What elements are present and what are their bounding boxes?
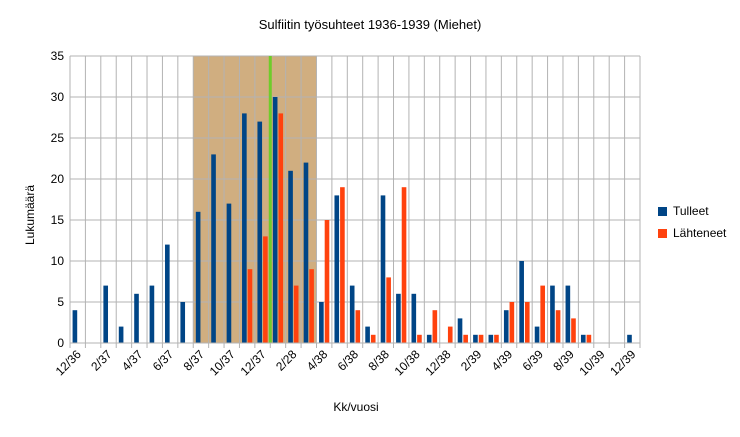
- bar-tulleet-6-38: [349, 285, 355, 343]
- y-axis-label: Lukumäärä: [23, 185, 37, 245]
- bar-lahteneet-1-39: [463, 334, 468, 343]
- legend-item-tulleet: Tulleet: [658, 200, 726, 222]
- bar-tulleet-4-38: [319, 302, 324, 343]
- x-tick-label: 12/37: [238, 347, 269, 378]
- x-axis-label: Kk/vuosi: [333, 400, 378, 414]
- bar-tulleet-5-38: [334, 195, 340, 343]
- x-tick-label: 4/39: [489, 347, 516, 374]
- bar-tulleet-9-39: [580, 334, 586, 343]
- x-tick-label: 2/39: [458, 347, 485, 374]
- x-tick-label: 2/28: [273, 347, 300, 374]
- bar-tulleet-2-38: [288, 170, 293, 343]
- bar-tulleet-3-38: [303, 162, 309, 343]
- y-tick-label: 15: [51, 213, 65, 227]
- bar-tulleet-10-37: [226, 203, 232, 343]
- y-tick-labels: 0 5 10 15 20 25 30 35: [51, 49, 65, 350]
- y-tick-label: 5: [57, 295, 64, 309]
- x-tick-label: 6/37: [150, 347, 177, 374]
- legend-swatch-tulleet: [658, 206, 667, 216]
- legend-label-lahteneet: Lähteneet: [673, 226, 727, 240]
- bar-lahteneet-9-39: [586, 334, 592, 343]
- x-tick-labels: 12/36 2/37 4/37 6/37 8/37 10/37 12/37 2/28 4/38 6…: [53, 347, 639, 378]
- y-tick-label: 35: [51, 49, 65, 63]
- bar-lahteneet-6-38: [355, 310, 361, 343]
- bar-lahteneet-10-38: [417, 334, 422, 343]
- bar-tulleet-12-39: [627, 334, 632, 343]
- x-tick-label: 6/39: [520, 347, 547, 374]
- bar-tulleet-5-37: [149, 285, 155, 343]
- bar-tulleet-8-39: [565, 285, 571, 343]
- bar-lahteneet-12-38: [447, 326, 453, 343]
- bar-lahteneet-7-39: [555, 310, 561, 343]
- x-tick-label: 8/38: [366, 347, 393, 374]
- bar-lahteneet-2-39: [478, 334, 484, 343]
- bar-tulleet-3-39: [488, 334, 494, 343]
- bar-tulleet-7-39: [550, 285, 555, 343]
- bar-tulleet-7-38: [365, 326, 370, 343]
- bar-lahteneet-3-39: [494, 334, 499, 343]
- bar-lahteneet-1-38: [278, 113, 284, 344]
- bar-lahteneet-11-37: [247, 269, 253, 343]
- x-tick-label: 2/37: [88, 347, 115, 374]
- bar-lahteneet-8-39: [571, 318, 576, 343]
- bar-tulleet-1-38: [272, 97, 278, 343]
- bar-tulleet-11-37: [242, 113, 247, 344]
- bar-tulleet-11-38: [426, 334, 432, 343]
- bar-lahteneet-3-38: [309, 269, 314, 343]
- bar-lahteneet-5-38: [340, 187, 345, 343]
- x-tick-label: 8/39: [550, 347, 577, 374]
- legend-label-tulleet: Tulleet: [673, 204, 709, 218]
- bar-tulleet-8-38: [380, 195, 386, 343]
- bar-tulleet-6-39: [534, 326, 540, 343]
- bar-lahteneet-4-39: [509, 302, 515, 343]
- x-tick-label: 12/39: [607, 347, 638, 378]
- bar-lahteneet-8-38: [386, 277, 391, 343]
- bar-tulleet-2-37: [103, 285, 109, 343]
- bar-tulleet-4-39: [503, 310, 509, 343]
- x-tick-label: 6/38: [335, 347, 362, 374]
- x-tick-label: 10/39: [576, 347, 607, 378]
- x-tick-label: 10/37: [207, 347, 238, 378]
- bar-tulleet-2-39: [473, 334, 478, 343]
- bar-lahteneet-9-38: [401, 187, 407, 343]
- x-tick-label: 8/37: [181, 347, 208, 374]
- bar-tulleet-6-37: [165, 244, 170, 343]
- bar-tulleet-7-37: [180, 302, 186, 343]
- x-tick-label: 4/38: [304, 347, 331, 374]
- legend-item-lahteneet: Lähteneet: [658, 222, 726, 244]
- bars: [72, 97, 632, 344]
- bar-lahteneet-12-37: [263, 236, 268, 343]
- y-tick-label: 10: [51, 254, 65, 268]
- bar-lahteneet-11-38: [432, 310, 438, 343]
- x-tick-label: 12/36: [53, 347, 84, 378]
- bar-lahteneet-4-38: [324, 220, 330, 343]
- bar-tulleet-8-37: [195, 211, 201, 343]
- bar-tulleet-12-37: [257, 121, 263, 343]
- bar-tulleet-1-39: [457, 318, 463, 343]
- y-tick-label: 20: [51, 172, 65, 186]
- x-tick-label: 4/37: [119, 347, 146, 374]
- x-tick-label: 12/38: [422, 347, 453, 378]
- axes: [69, 342, 641, 348]
- y-tick-label: 0: [57, 336, 64, 350]
- bar-lahteneet-2-38: [293, 285, 299, 343]
- legend-swatch-lahteneet: [658, 228, 667, 238]
- y-tick-label: 25: [51, 131, 65, 145]
- chart-title: Sulfiitin työsuhteet 1936-1939 (Miehet): [259, 17, 482, 32]
- bar-tulleet-9-38: [396, 293, 401, 343]
- bar-lahteneet-7-38: [370, 334, 376, 343]
- bar-tulleet-10-38: [411, 293, 417, 343]
- bar-tulleet-5-39: [519, 261, 524, 343]
- legend: Tulleet Lähteneet: [658, 200, 726, 244]
- y-tick-label: 30: [51, 90, 65, 104]
- bar-tulleet-12-36: [72, 310, 78, 343]
- bar-lahteneet-6-39: [540, 285, 545, 343]
- bar-lahteneet-5-39: [524, 302, 530, 343]
- bar-tulleet-9-37: [211, 154, 216, 343]
- x-tick-label: 10/38: [392, 347, 423, 378]
- bar-tulleet-4-37: [134, 293, 139, 343]
- bar-tulleet-3-37: [118, 326, 124, 343]
